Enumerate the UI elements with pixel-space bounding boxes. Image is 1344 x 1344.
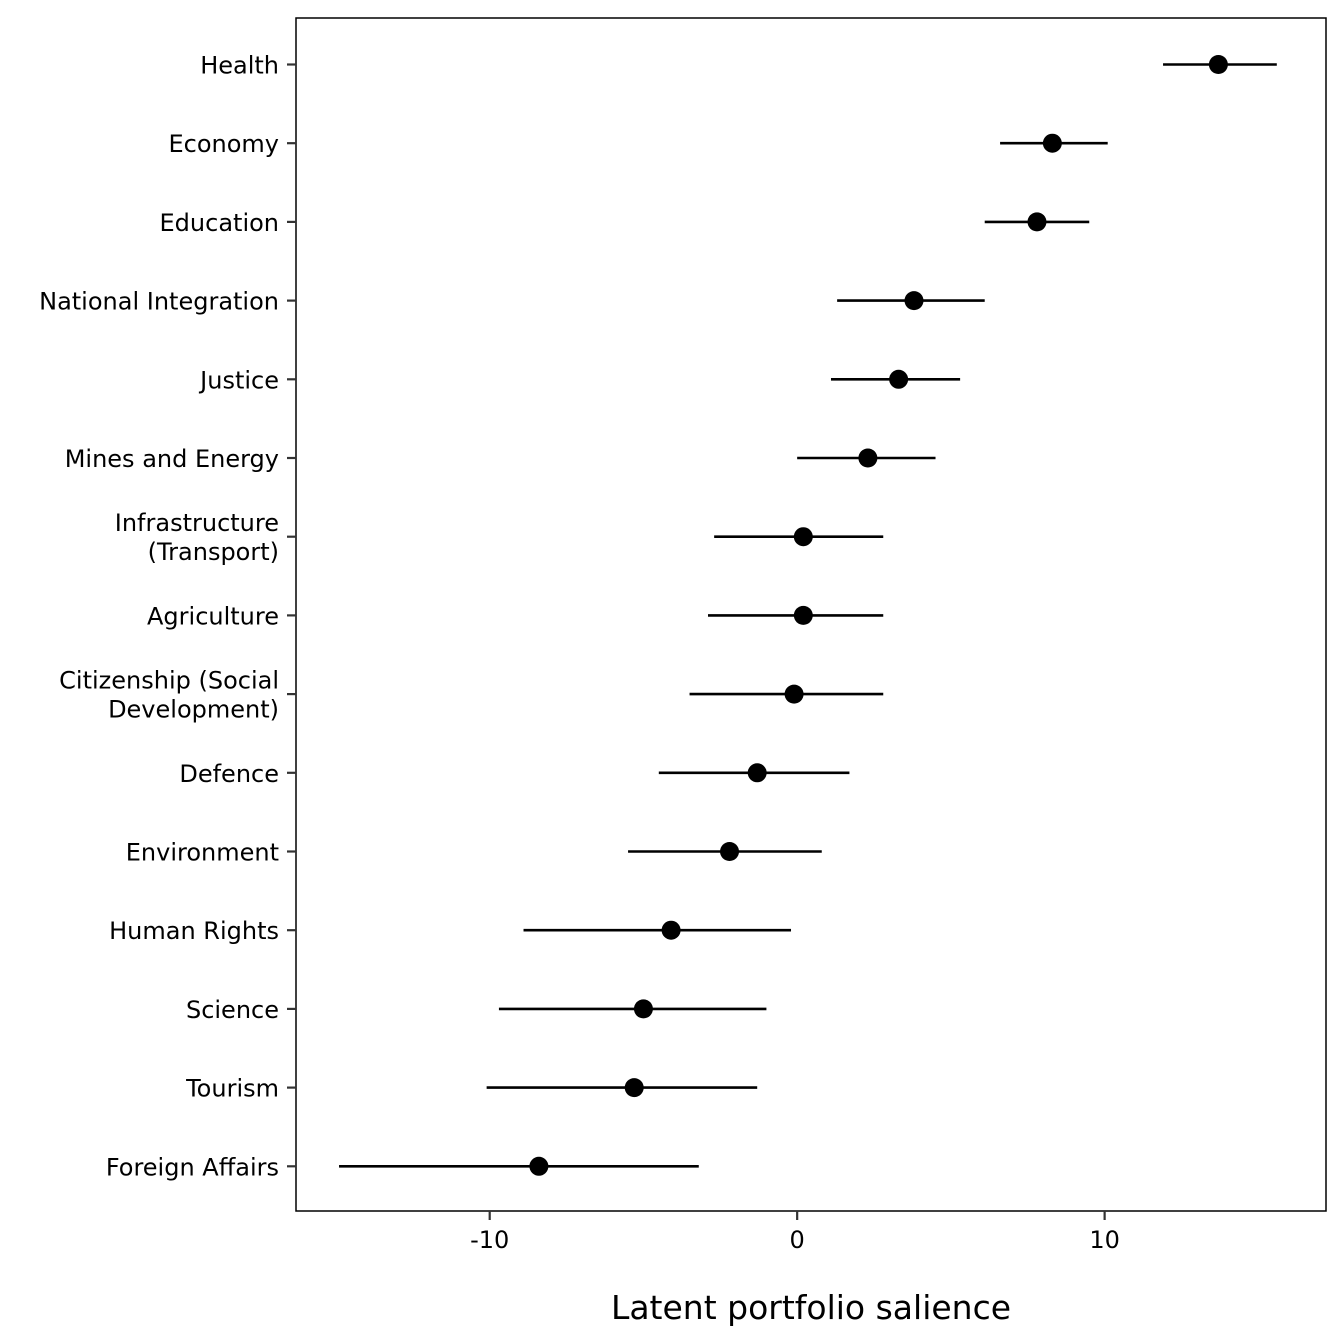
point-estimate: [904, 291, 924, 311]
y-tick-label: Agriculture: [147, 602, 279, 630]
y-tick-label: Science: [186, 996, 279, 1024]
x-tick-label: 0: [790, 1226, 805, 1254]
point-estimate: [793, 605, 813, 625]
point-estimate: [784, 684, 804, 704]
y-tick-label: National Integration: [39, 288, 279, 316]
point-estimates: [529, 55, 1228, 1176]
point-estimate: [633, 999, 653, 1019]
y-axis: Health Economy Education National Integrati…: [39, 52, 296, 1181]
y-tick-label: Justice: [198, 366, 279, 394]
point-estimate: [747, 763, 767, 783]
y-tick-label: Tourism: [185, 1075, 279, 1103]
point-estimate: [720, 842, 740, 861]
y-tick-label: Citizenship (Social Development): [59, 667, 279, 724]
y-tick-label: Mines and Energy: [65, 445, 279, 473]
y-tick-label: Environment: [126, 839, 279, 867]
point-estimate: [661, 920, 681, 940]
point-estimate: [529, 1156, 549, 1176]
y-tick-label: Education: [160, 209, 279, 237]
y-tick-label: Foreign Affairs: [106, 1153, 279, 1181]
y-tick-label: Infrastructure (Transport): [115, 509, 279, 566]
point-estimate: [1042, 133, 1062, 153]
point-estimate: [1027, 212, 1047, 232]
point-estimate: [1208, 55, 1228, 74]
x-axis-title: Latent portfolio salience: [611, 1288, 1011, 1327]
point-estimate: [889, 369, 909, 389]
point-estimate: [858, 448, 878, 468]
point-estimate: [624, 1078, 644, 1098]
y-tick-label: Economy: [168, 130, 279, 158]
y-tick-label: Health: [200, 52, 279, 80]
x-tick-label: 10: [1089, 1226, 1120, 1254]
point-estimate: [793, 527, 813, 547]
x-tick-label: -10: [470, 1226, 509, 1254]
y-tick-label: Human Rights: [109, 917, 279, 945]
y-tick-label: Defence: [179, 760, 279, 788]
x-axis: -10 0 10: [470, 1211, 1120, 1254]
